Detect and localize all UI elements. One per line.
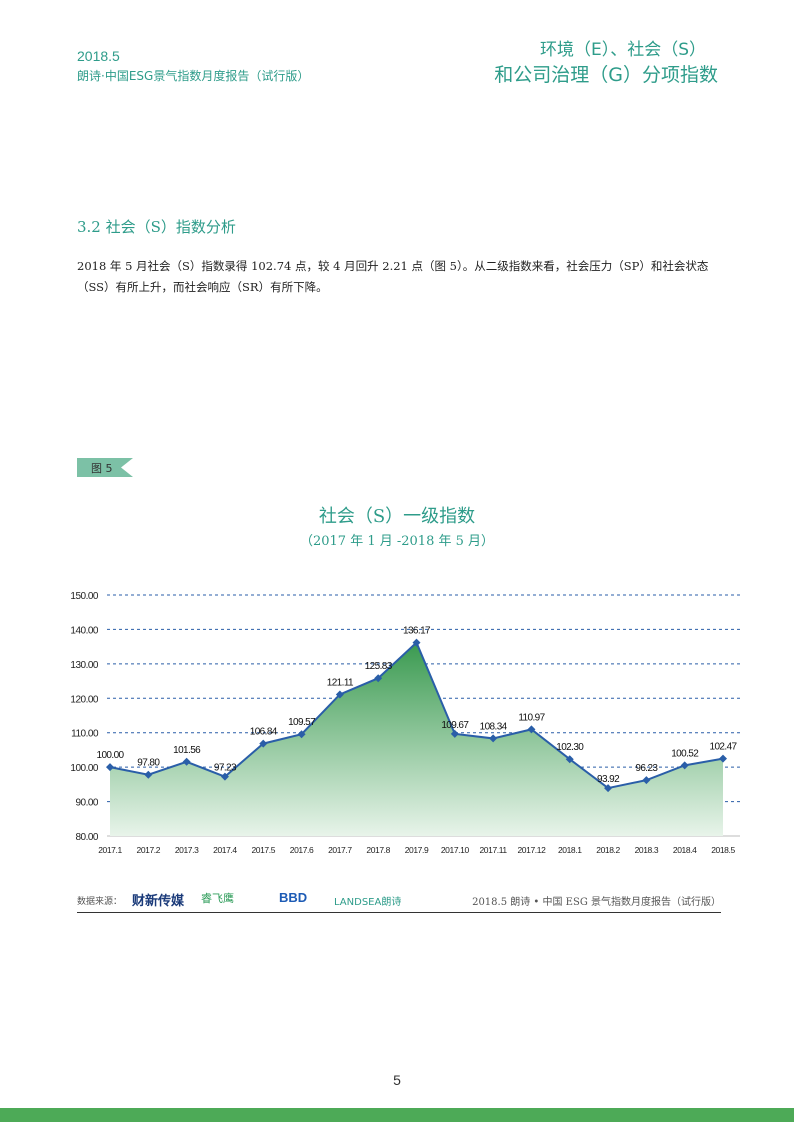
bottom-color-bar — [0, 1108, 794, 1122]
data-point — [719, 754, 727, 763]
header-report-title: 朗诗·中国ESG景气指数月度报告（试行版） — [77, 69, 310, 83]
data-label: 109.57 — [288, 717, 316, 728]
data-point — [527, 725, 536, 734]
footer-report-text: 2018.5 朗诗 • 中国 ESG 景气指数月度报告（试行版） — [472, 897, 721, 908]
data-label: 101.56 — [173, 745, 201, 756]
data-point — [259, 739, 268, 748]
x-tick-label: 2017.11 — [479, 845, 507, 855]
x-tick-label: 2018.4 — [673, 845, 697, 855]
x-tick-label: 2017.4 — [213, 845, 237, 855]
data-point — [642, 776, 651, 785]
x-tick-label: 2017.7 — [328, 845, 352, 855]
y-tick-label: 130.00 — [70, 660, 99, 671]
x-tick-label: 2018.3 — [635, 845, 659, 855]
ruifei-logo: 睿飞鹰 — [201, 892, 234, 905]
y-tick-label: 100.00 — [70, 763, 99, 774]
x-tick-label: 2017.8 — [366, 845, 390, 855]
section-paragraph: 2018 年 5 月社会（S）指数录得 102.74 点，较 4 月回升 2.2… — [77, 259, 709, 294]
header-section-line2: 和公司治理（G）分项指数 — [494, 64, 718, 86]
x-tick-label: 2017.1 — [98, 845, 122, 855]
data-label: 100.00 — [97, 750, 125, 761]
sources-row: 数据来源： 财新传媒 睿飞鹰 BBD LANDSEA朗诗 2018.5 朗诗 •… — [77, 888, 721, 912]
data-point — [297, 730, 306, 739]
data-point — [489, 734, 498, 743]
social-index-chart: 80.00 90.00 100.00 110.00 120.00 130.00 140.00… — [70, 591, 740, 855]
chart-subtitle: （2017 年 1 月 -2018 年 5 月） — [299, 534, 495, 549]
data-label: 121.11 — [327, 677, 354, 688]
header-date: 2018.5 — [77, 48, 120, 64]
data-point — [604, 784, 613, 793]
figure-tag-shape — [77, 458, 133, 477]
data-point — [106, 763, 114, 772]
data-label: 125.83 — [365, 661, 393, 672]
header-section-line1: 环境（E）、社会（S） — [539, 40, 706, 60]
data-point — [335, 690, 344, 699]
data-point — [680, 761, 689, 770]
figure-tag-label: 图 5 — [91, 462, 113, 475]
y-tick-label: 110.00 — [71, 729, 99, 740]
figure-tag: 图 5 — [77, 458, 133, 477]
data-point — [374, 674, 383, 683]
data-label: 110.97 — [518, 712, 545, 723]
x-tick-label: 2017.10 — [441, 845, 470, 855]
data-point — [144, 770, 153, 779]
area-fill — [110, 642, 723, 836]
y-tick-label: 150.00 — [70, 591, 99, 602]
x-tick-label: 2018.5 — [711, 845, 735, 855]
data-label: 108.34 — [480, 721, 508, 732]
data-point — [182, 757, 191, 766]
x-tick-label: 2017.9 — [405, 845, 429, 855]
data-label: 102.47 — [710, 742, 738, 753]
data-label: 102.30 — [556, 742, 584, 753]
data-point — [220, 772, 229, 781]
data-label: 106.84 — [250, 727, 278, 738]
bbd-logo: BBD — [279, 890, 308, 905]
x-tick-label: 2018.1 — [558, 845, 582, 855]
chart-title: 社会（S）一级指数 — [318, 506, 476, 527]
x-tick-label: 2017.12 — [517, 845, 546, 855]
data-label: 96.23 — [635, 763, 658, 774]
x-tick-label: 2017.6 — [290, 845, 314, 855]
data-label: 136.17 — [403, 626, 431, 637]
y-tick-label: 120.00 — [70, 694, 99, 705]
x-tick-label: 2017.2 — [137, 845, 161, 855]
x-tick-label: 2018.2 — [596, 845, 620, 855]
landsea-logo: LANDSEA朗诗 — [334, 897, 402, 908]
y-tick-label: 80.00 — [75, 832, 98, 843]
data-point — [450, 729, 459, 738]
data-label: 109.67 — [441, 720, 469, 731]
page-number: 5 — [393, 1072, 401, 1088]
data-label: 93.92 — [597, 774, 620, 785]
x-tick-label: 2017.3 — [175, 845, 199, 855]
data-label: 100.52 — [671, 748, 699, 759]
data-label: 97.23 — [214, 763, 237, 774]
y-tick-label: 90.00 — [75, 798, 98, 809]
data-point — [565, 755, 574, 764]
y-tick-label: 140.00 — [70, 625, 99, 636]
footer-divider — [77, 912, 721, 913]
x-tick-label: 2017.5 — [251, 845, 275, 855]
caixin-logo: 财新传媒 — [132, 894, 185, 909]
data-point — [412, 638, 421, 647]
section-title: 3.2 社会（S）指数分析 — [77, 218, 236, 236]
data-label: 97.80 — [137, 758, 160, 769]
sources-label: 数据来源： — [77, 897, 123, 907]
